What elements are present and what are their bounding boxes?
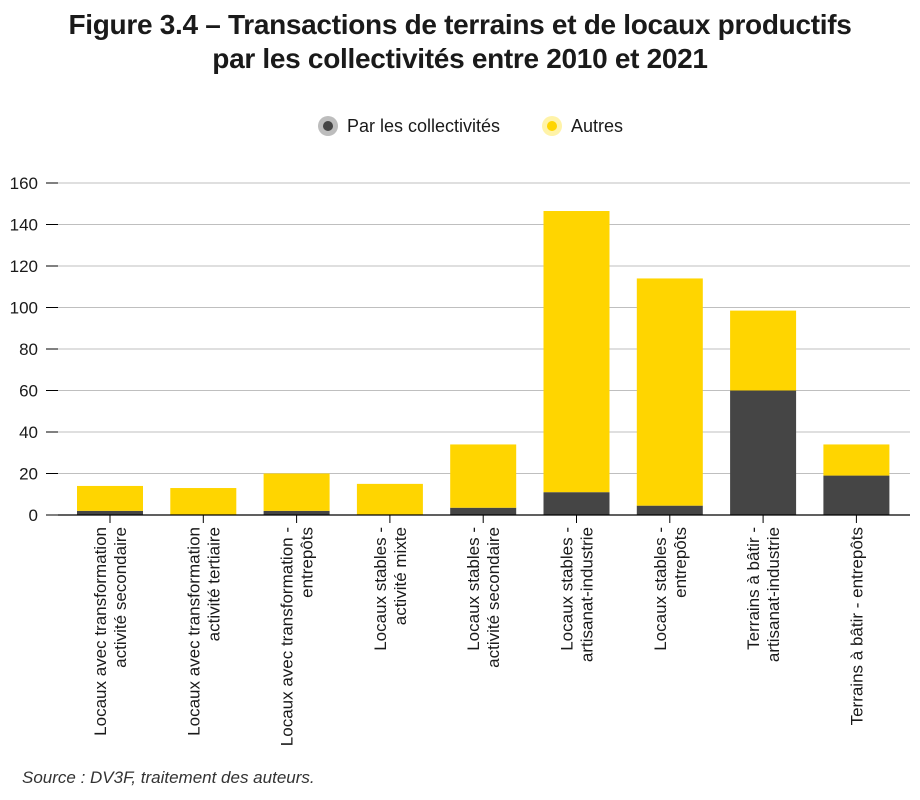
bar-segment-autres <box>823 444 890 476</box>
x-tick-label: Locaux avec transformation -entrepôts <box>278 527 317 746</box>
x-tick-label-line: activité mixte <box>391 527 410 625</box>
x-tick-label-line: Locaux stables - <box>558 527 577 651</box>
y-tick-label: 120 <box>10 257 38 276</box>
x-tick-label-line: artisanat-industrie <box>578 527 597 662</box>
x-tick-label-line: activité secondaire <box>111 527 130 668</box>
bar-segment-collectivites <box>823 475 890 515</box>
legend-swatch-autres <box>542 116 562 136</box>
bar-segment-autres <box>636 278 703 506</box>
y-tick-label: 0 <box>29 506 38 525</box>
x-tick-label: Locaux stables -artisanat-industrie <box>558 527 597 662</box>
bar-segment-autres <box>543 211 610 493</box>
x-tick-label-line: Locaux avec transformation <box>184 527 203 736</box>
legend-swatch-collectivites <box>318 116 338 136</box>
y-tick-label: 160 <box>10 174 38 193</box>
x-tick-label-line: Locaux stables - <box>371 527 390 651</box>
bar-segment-autres <box>263 473 330 511</box>
bar-segment-collectivites <box>450 507 517 515</box>
x-tick-label-line: artisanat-industrie <box>764 527 783 662</box>
chart-title-line1: Figure 3.4 – Transactions de terrains et… <box>68 9 852 40</box>
y-tick-label: 140 <box>10 216 38 235</box>
legend-label-autres: Autres <box>571 115 624 136</box>
x-tick-label-line: entrepôts <box>298 527 317 598</box>
x-tick-label-line: Terrains à bâtir - entrepôts <box>847 527 866 725</box>
bar-segment-collectivites <box>730 390 797 515</box>
y-tick-label: 40 <box>19 423 38 442</box>
legend-item-autres: Autres <box>542 112 623 140</box>
bar-segment-autres <box>450 444 517 508</box>
legend-item-collectivites: Par les collectivités <box>318 112 500 140</box>
y-tick-label: 100 <box>10 299 38 318</box>
legend-label-collectivites: Par les collectivités <box>347 115 501 136</box>
x-tick-label-line: Locaux stables - <box>651 527 670 651</box>
x-tick-label: Locaux stables -activité mixte <box>371 527 410 651</box>
chart-title-line2: par les collectivités entre 2010 et 2021 <box>212 43 708 74</box>
y-tick-label: 60 <box>19 382 38 401</box>
x-tick-label-line: Terrains à bâtir - <box>744 527 763 650</box>
x-tick-label: Locaux stables -entrepôts <box>651 527 690 651</box>
x-tick-label: Locaux avec transformationactivité terti… <box>184 527 223 736</box>
source-note: Source : DV3F, traitement des auteurs. <box>22 768 315 787</box>
x-tick-label-line: activité tertiaire <box>204 527 223 641</box>
x-tick-label-line: Locaux avec transformation <box>91 527 110 736</box>
bar-segment-autres <box>170 488 237 515</box>
y-tick-label: 80 <box>19 340 38 359</box>
bar-segment-collectivites <box>263 510 330 515</box>
bar-segment-autres <box>356 483 423 515</box>
y-tick-label: 20 <box>19 465 38 484</box>
x-tick-label-line: activité secondaire <box>484 527 503 668</box>
chart-title: Figure 3.4 – Transactions de terrains et… <box>0 8 920 76</box>
x-tick-label-line: Locaux stables - <box>464 527 483 651</box>
x-tick-label: Terrains à bâtir -artisanat-industrie <box>744 527 783 662</box>
bar-segment-collectivites <box>636 505 703 515</box>
x-tick-label: Locaux stables -activité secondaire <box>464 527 503 668</box>
legend: Par les collectivités Autres <box>0 112 920 140</box>
bar-segment-autres <box>730 310 797 391</box>
x-tick-label-line: Locaux avec transformation - <box>278 527 297 746</box>
bar-segment-collectivites <box>77 510 143 515</box>
x-tick-label: Terrains à bâtir - entrepôts <box>847 527 866 725</box>
bar-segment-autres <box>77 485 143 511</box>
x-tick-label-line: entrepôts <box>671 527 690 598</box>
bar-segment-collectivites <box>543 492 610 515</box>
x-tick-label: Locaux avec transformationactivité secon… <box>91 527 130 736</box>
